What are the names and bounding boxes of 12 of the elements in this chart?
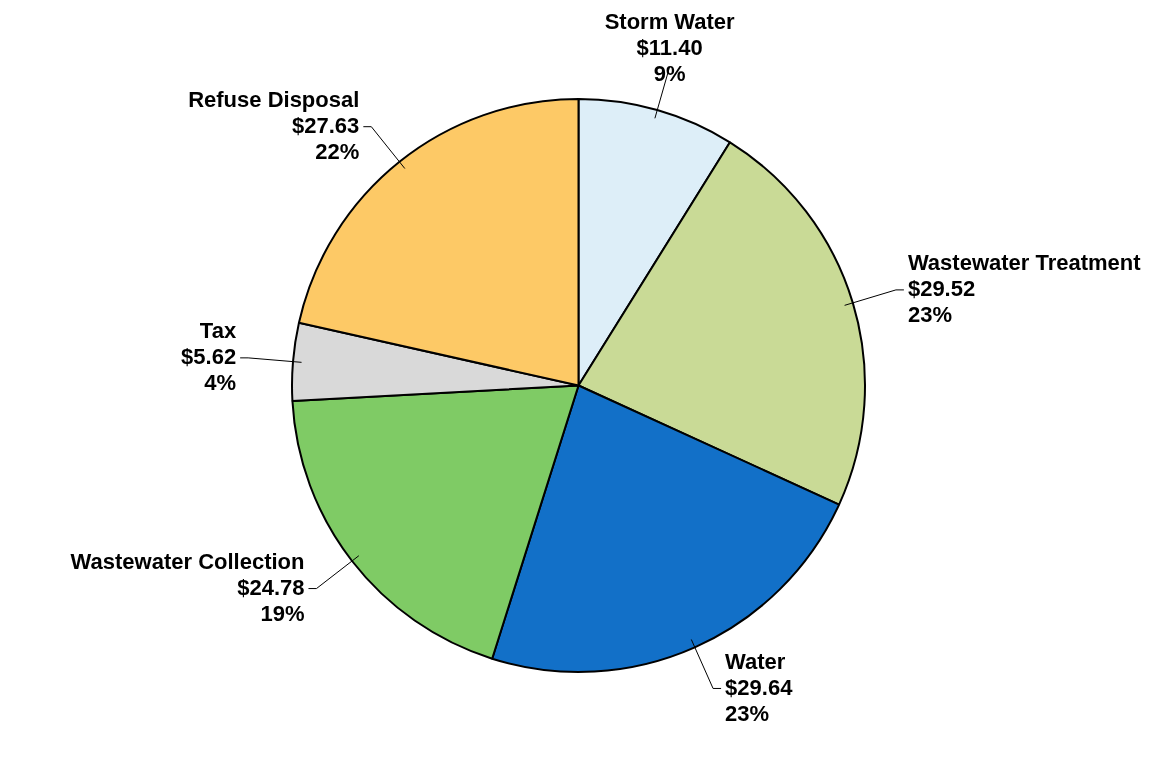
data-label: $27.63 22% — [292, 112, 360, 164]
slice-label: Refuse Disposal — [188, 86, 360, 112]
slice-label: Water — [725, 648, 786, 674]
data-label: $29.64 23% — [725, 674, 794, 726]
data-label: $29.52 23% — [907, 275, 976, 327]
data-label: $5.62 4% — [181, 343, 237, 395]
data-label: $24.78 19% — [237, 574, 305, 626]
slice-label: Wastewater Collection — [70, 548, 305, 574]
slice-label: Tax — [199, 317, 237, 343]
data-label: $11.40 9% — [636, 35, 703, 87]
slice-label: Storm Water — [604, 9, 736, 35]
slice-label: Wastewater Treatment — [907, 249, 1142, 275]
